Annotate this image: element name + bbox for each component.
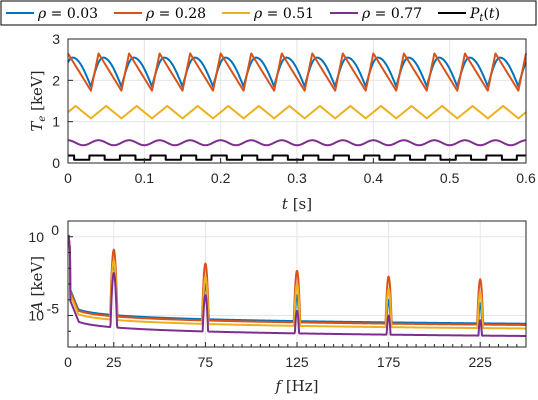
- bottom-series: [67, 234, 527, 337]
- top-series-line-2: [67, 104, 527, 120]
- top-series-line-0: [67, 56, 527, 88]
- top-axes: 0 0.1 0.2 0.3 0.4 0.5 0.6 0 1 2 3 t [s] Te [keV]: [28, 31, 536, 213]
- top-ytick-label: 0: [52, 155, 60, 171]
- top-xtick-label: 0.6: [516, 170, 536, 186]
- top-xtick-label: 0.4: [364, 170, 384, 186]
- top-series-line-3: [67, 139, 527, 147]
- bottom-series-line-2: [67, 234, 527, 330]
- bottom-ytick-exponent: 0: [51, 222, 59, 238]
- bottom-xtick-label: 25: [106, 354, 122, 370]
- top-ylabel: Te [keV]: [28, 70, 48, 131]
- legend-label-3: ρ = 0.77: [361, 6, 422, 22]
- bottom-xtick-label: 175: [377, 354, 401, 370]
- legend-label-1: ρ = 0.28: [145, 6, 206, 22]
- top-ytick-label: 3: [52, 31, 60, 47]
- top-xtick-label: 0.5: [440, 170, 460, 186]
- bottom-series-line-3: [67, 234, 527, 337]
- top-xtick-label: 0.3: [287, 170, 307, 186]
- top-ytick-label: 1: [52, 114, 60, 130]
- top-ticks: 0 0.1 0.2 0.3 0.4 0.5 0.6 0 1 2 3: [52, 31, 536, 186]
- bottom-xtick-label: 0: [64, 354, 72, 370]
- bottom-ytick-exponent: -5: [47, 301, 60, 317]
- top-xtick-label: 0.2: [211, 170, 231, 186]
- bottom-series-line-0: [67, 234, 527, 325]
- bottom-ytick-label: 10: [28, 308, 44, 324]
- top-xtick-label: 0.1: [135, 170, 155, 186]
- bottom-xtick-label: 125: [285, 354, 309, 370]
- top-series-line-1: [67, 52, 527, 92]
- bottom-series-line-1: [67, 234, 527, 326]
- legend-label-0: ρ = 0.03: [37, 6, 98, 22]
- bottom-ytick-label: 10: [28, 229, 44, 245]
- top-xlabel: t [s]: [282, 195, 312, 213]
- bottom-xtick-label: 225: [469, 354, 493, 370]
- bottom-ylabel: A [keV]: [28, 256, 46, 314]
- bottom-xtick-label: 75: [198, 354, 214, 370]
- legend: ρ = 0.03 ρ = 0.28 ρ = 0.51 ρ = 0.77 Pt(t…: [0, 0, 537, 26]
- legend-label-4: Pt(t): [469, 6, 500, 24]
- bottom-xlabel: f [Hz]: [274, 377, 318, 395]
- legend-label-2: ρ = 0.51: [253, 6, 314, 22]
- top-xtick-label: 0: [64, 170, 72, 186]
- top-ytick-label: 2: [52, 72, 60, 88]
